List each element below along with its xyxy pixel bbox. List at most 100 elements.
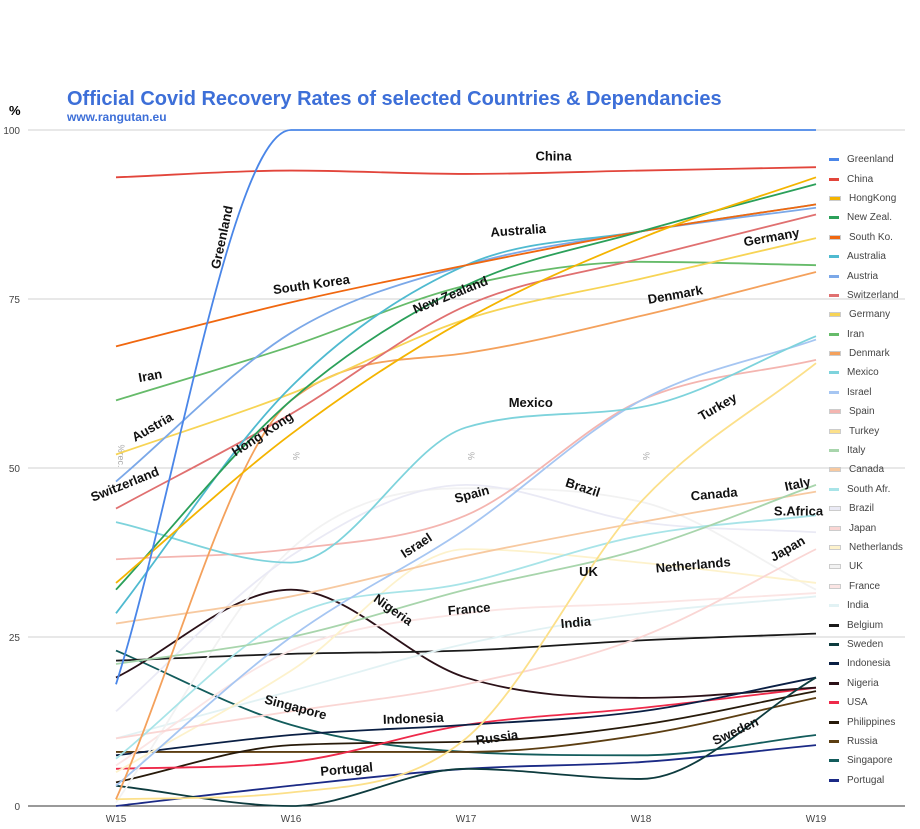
legend-item[interactable]: India xyxy=(829,596,919,615)
series-annotation: China xyxy=(535,148,572,163)
legend-swatch xyxy=(829,234,841,240)
legend-item[interactable]: Israel xyxy=(829,383,919,402)
legend-item[interactable]: Germany xyxy=(829,305,919,324)
x-tick-label: W18 xyxy=(631,814,652,825)
series-line-netherlands xyxy=(115,548,817,773)
legend-label: Greenland xyxy=(847,154,894,166)
series-line-south-afr xyxy=(115,514,817,760)
legend-swatch xyxy=(829,604,839,608)
legend-item[interactable]: Switzerland xyxy=(829,286,919,305)
series-annotation: Switzerland xyxy=(89,464,162,505)
series-annotation: France xyxy=(447,600,491,619)
series-annotation: Portugal xyxy=(320,759,374,779)
legend-label: South Afr. xyxy=(847,483,891,495)
series-annotation: Brazil xyxy=(564,475,602,500)
legend-item[interactable]: Belgium xyxy=(829,615,919,634)
legend-item[interactable]: Spain xyxy=(829,402,919,421)
legend-item[interactable]: Mexico xyxy=(829,363,919,382)
legend-swatch xyxy=(829,177,839,181)
legend-item[interactable]: Turkey xyxy=(829,421,919,440)
legend-item[interactable]: Singapore xyxy=(829,751,919,770)
legend-swatch xyxy=(829,449,839,453)
chart-title: Official Covid Recovery Rates of selecte… xyxy=(67,88,722,110)
series-line-mexico xyxy=(115,335,817,564)
legend-label: Italy xyxy=(847,445,866,457)
series-line-denmark xyxy=(115,271,817,800)
legend-item[interactable]: Nigeria xyxy=(829,674,919,693)
series-line-hongkong xyxy=(115,176,817,584)
legend-item[interactable]: China xyxy=(829,169,919,188)
series-line-new-zeal xyxy=(115,183,817,591)
legend-label: France xyxy=(849,580,881,592)
legend-swatch xyxy=(829,274,839,278)
legend-item[interactable]: Italy xyxy=(829,441,919,460)
legend-swatch xyxy=(829,390,839,394)
legend-item[interactable]: USA xyxy=(829,693,919,712)
y-tick-label: 50 xyxy=(9,464,21,475)
series-annotation: Austria xyxy=(129,409,176,445)
axis-mark: %rec. xyxy=(116,444,126,467)
legend-item[interactable]: Sweden xyxy=(829,635,919,654)
axis-mark: % xyxy=(466,452,476,460)
legend-label: Germany xyxy=(849,309,891,321)
legend-item[interactable]: Japan xyxy=(829,518,919,537)
series-line-greenland xyxy=(115,129,816,685)
legend-label: Turkey xyxy=(849,425,880,437)
legend-label: Nigeria xyxy=(847,677,879,689)
legend-item[interactable]: Brazil xyxy=(829,499,919,518)
series-annotation: UK xyxy=(579,564,598,579)
series-line-switzerland xyxy=(115,213,817,510)
y-axis-unit: % xyxy=(9,103,21,118)
legend-item[interactable]: Austria xyxy=(829,266,919,285)
legend-swatch xyxy=(829,487,839,491)
legend-item[interactable]: Iran xyxy=(829,325,919,344)
legend-item[interactable]: South Afr. xyxy=(829,480,919,499)
series-annotation: Indonesia xyxy=(383,710,445,727)
legend-item[interactable]: Portugal xyxy=(829,771,919,790)
series-line-philippines xyxy=(115,690,817,784)
chart-subtitle: www.rangutan.eu xyxy=(67,110,167,124)
legend-label: Indonesia xyxy=(847,658,891,670)
legend-swatch xyxy=(829,409,841,415)
series-line-belgium xyxy=(115,632,817,662)
legend-item[interactable]: France xyxy=(829,577,919,596)
legend-label: India xyxy=(847,600,869,612)
legend-swatch xyxy=(829,312,841,318)
legend-item[interactable]: Denmark xyxy=(829,344,919,363)
series-annotation: Canada xyxy=(690,484,739,503)
series-annotation: Turkey xyxy=(696,389,740,423)
legend-item[interactable]: Canada xyxy=(829,460,919,479)
legend-item[interactable]: South Ko. xyxy=(829,228,919,247)
legend-label: Brazil xyxy=(849,503,875,515)
legend-swatch xyxy=(829,545,841,550)
legend-item[interactable]: UK xyxy=(829,557,919,576)
legend-label: Mexico xyxy=(847,367,879,379)
legend-item[interactable]: Indonesia xyxy=(829,654,919,673)
legend-label: Sweden xyxy=(847,638,884,650)
legend-label: Russia xyxy=(847,735,878,747)
legend-item[interactable]: Greenland xyxy=(829,150,919,169)
x-tick-label: W19 xyxy=(806,814,827,825)
legend-label: Portugal xyxy=(847,774,885,786)
x-tick-label: W17 xyxy=(456,814,477,825)
series-line-canada xyxy=(115,490,817,625)
series-annotation: Singapore xyxy=(263,692,328,723)
legend-swatch xyxy=(829,778,839,782)
legend-label: Austria xyxy=(847,270,879,282)
series-annotation: Germany xyxy=(742,225,801,250)
legend-item[interactable]: Russia xyxy=(829,732,919,751)
legend-item[interactable]: HongKong xyxy=(829,189,919,208)
legend-label: Netherlands xyxy=(849,542,903,553)
legend-item[interactable]: Australia xyxy=(829,247,919,266)
y-tick-label: 0 xyxy=(14,802,20,813)
legend-swatch xyxy=(829,642,839,646)
legend-item[interactable]: Netherlands xyxy=(829,538,919,557)
legend-item[interactable]: Philippines xyxy=(829,712,919,731)
legend-item[interactable]: New Zeal. xyxy=(829,208,919,227)
legend-swatch xyxy=(829,623,839,627)
legend-label: Australia xyxy=(847,251,886,263)
series-annotation: S.Africa xyxy=(774,503,824,518)
legend-swatch xyxy=(829,759,839,763)
legend-swatch xyxy=(829,255,839,259)
series-line-sweden xyxy=(115,676,817,807)
